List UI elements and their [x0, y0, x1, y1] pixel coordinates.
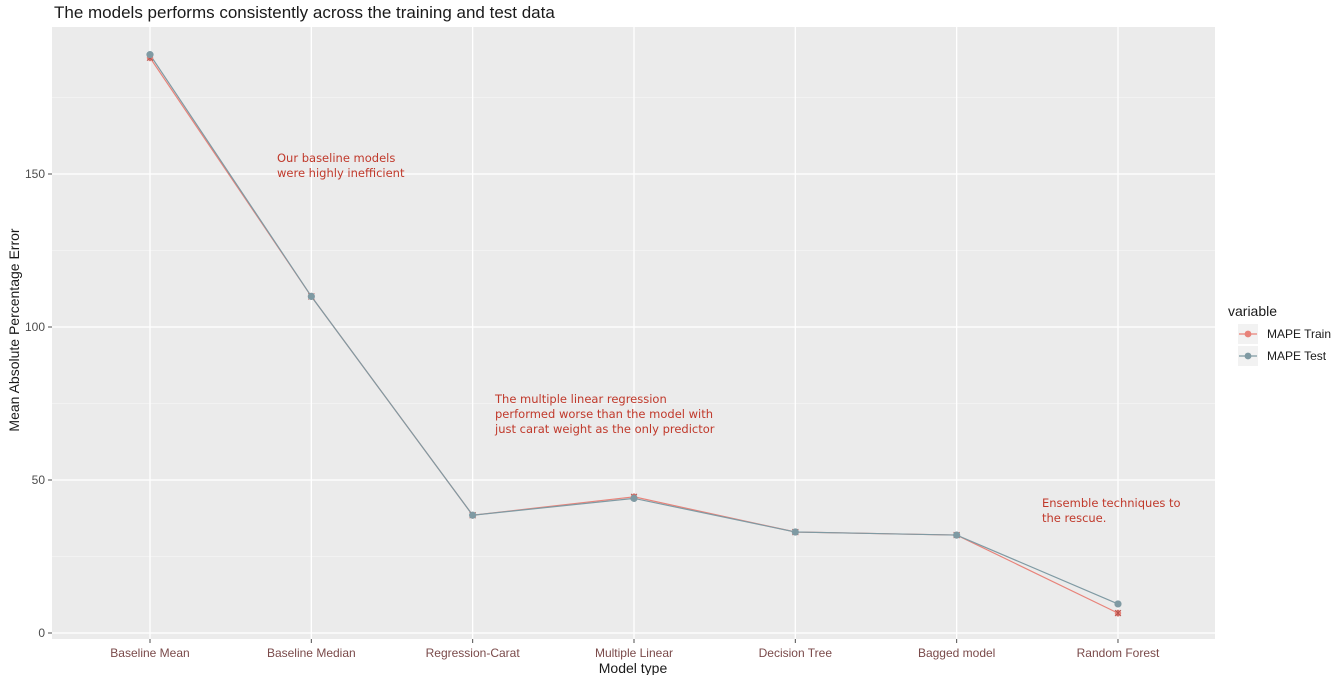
data-point — [953, 531, 961, 539]
y-tick-label: 150 — [25, 167, 45, 181]
data-point — [469, 511, 477, 519]
legend-title: variable — [1228, 303, 1277, 319]
annotation-text: just carat weight as the only predictor — [494, 422, 715, 436]
data-point — [791, 528, 799, 536]
x-tick-label: Regression-Carat — [426, 646, 521, 660]
gridlines — [52, 27, 1215, 639]
annotation-text: performed worse than the model with — [495, 407, 713, 421]
legend-key — [1238, 346, 1258, 366]
data-point — [307, 292, 315, 300]
legend-label: MAPE Test — [1267, 349, 1327, 363]
chart-title: The models performs consistently across … — [54, 3, 555, 22]
data-point — [146, 51, 154, 59]
series-layer — [146, 51, 1122, 617]
legend-label: MAPE Train — [1267, 327, 1331, 341]
x-tick-label: Decision Tree — [759, 646, 833, 660]
x-tick-label: Baseline Median — [267, 646, 356, 660]
y-tick-label: 0 — [38, 626, 45, 640]
data-point — [630, 494, 638, 502]
legend: variable MAPE Train MAPE Test — [1228, 303, 1331, 366]
annotation-text: Ensemble techniques to — [1042, 496, 1181, 510]
x-tick-label: Random Forest — [1077, 646, 1160, 660]
data-point — [1114, 609, 1122, 617]
data-point — [1114, 600, 1122, 608]
annotation-text: were highly inefficient — [277, 166, 405, 180]
y-tick-label: 100 — [25, 320, 45, 334]
y-axis: 0 50 100 150 — [25, 167, 52, 640]
annotation-text: The multiple linear regression — [494, 392, 667, 406]
x-tick-label: Bagged model — [918, 646, 995, 660]
y-axis-title: Mean Absolute Percentage Error — [6, 228, 22, 431]
x-tick-label: Baseline Mean — [110, 646, 189, 660]
x-tick-label: Multiple Linear — [595, 646, 673, 660]
annotation-text: the rescue. — [1042, 511, 1106, 525]
x-axis: Baseline Mean Baseline Median Regression-C… — [110, 639, 1160, 660]
y-tick-label: 50 — [32, 473, 46, 487]
annotation-text: Our baseline models — [277, 151, 395, 165]
x-axis-title: Model type — [599, 660, 668, 675]
legend-key — [1238, 324, 1258, 344]
